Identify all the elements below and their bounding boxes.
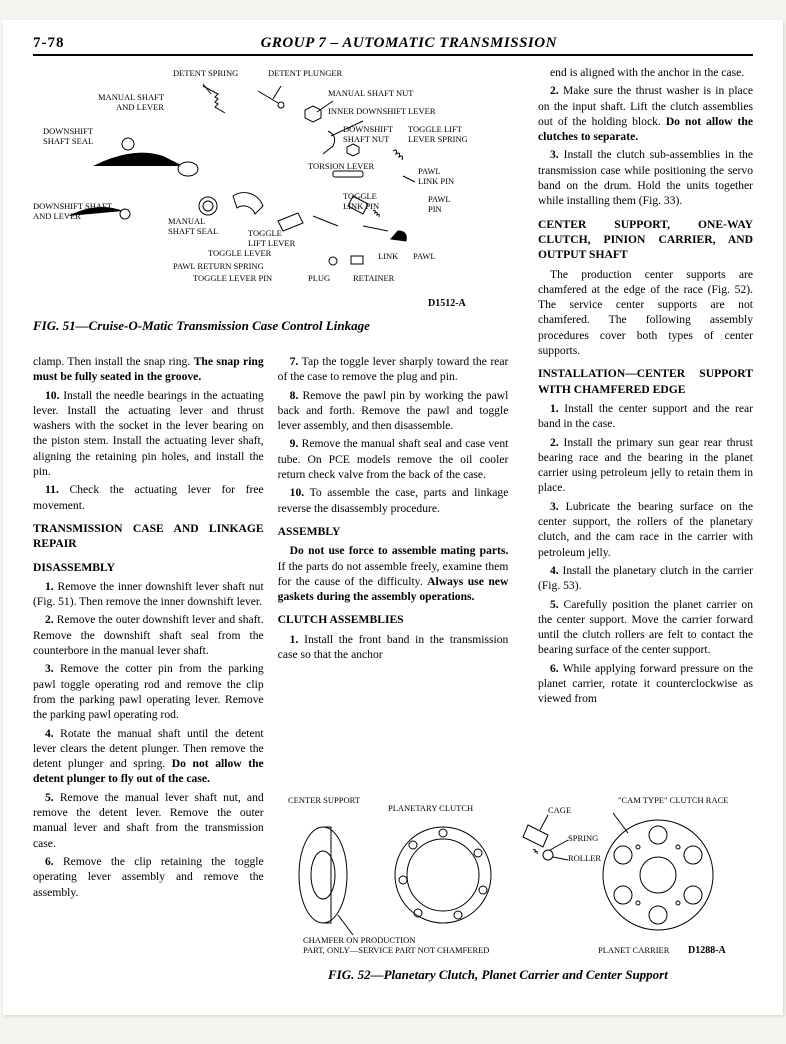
label-cage: CAGE — [548, 805, 571, 815]
column-1: clamp. Then install the snap ring. The s… — [33, 354, 264, 903]
c1-p4: 1. Remove the inner downshift lever shaf… — [33, 579, 264, 610]
tr-p4: The production center supports are chamf… — [538, 267, 753, 359]
label-detent-plunger: DETENT PLUNGER — [268, 68, 342, 78]
tr-p3: 3. Install the clutch sub-assemblies in … — [538, 147, 753, 208]
label-toggle-lever: TOGGLE LEVER — [208, 248, 271, 258]
label-manual-shaft-lever: MANUAL SHAFT AND LEVER — [98, 92, 164, 112]
label-plug: PLUG — [308, 273, 330, 283]
label-planet-carrier: PLANET CARRIER — [598, 945, 669, 955]
c1-p6: 3. Remove the cotter pin from the parkin… — [33, 661, 264, 722]
c2-p6: 1. Install the front band in the transmi… — [278, 632, 509, 663]
c1-h1: TRANSMISSION CASE AND LINKAGE REPAIR — [33, 521, 264, 552]
c2-h2: CLUTCH ASSEMBLIES — [278, 612, 509, 627]
label-link: LINK — [378, 251, 398, 261]
c2-p1: 7. Tap the toggle lever sharply toward t… — [278, 354, 509, 385]
tr-p10: 6. While applying forward pressure on th… — [538, 661, 753, 707]
c1-p7: 4. Rotate the manual shaft until the det… — [33, 726, 264, 787]
label-torsion-lever: TORSION LEVER — [308, 161, 374, 171]
tr-p6: 2. Install the primary sun gear rear thr… — [538, 435, 753, 496]
tr-p9: 5. Carefully position the planet carrier… — [538, 597, 753, 658]
label-detent-spring: DETENT SPRING — [173, 68, 238, 78]
c1-p2: 10. Install the needle bearings in the a… — [33, 388, 264, 480]
fig52-caption: FIG. 52—Planetary Clutch, Planet Carrier… — [328, 967, 668, 983]
label-toggle-lift-spring: TOGGLE LIFT LEVER SPRING — [408, 124, 468, 144]
tr-h1: CENTER SUPPORT, ONE-WAY CLUTCH, PINION C… — [538, 217, 753, 263]
label-roller: ROLLER — [568, 853, 601, 863]
c2-p2: 8. Remove the pawl pin by working the pa… — [278, 388, 509, 434]
label-spring: SPRING — [568, 833, 598, 843]
label-pawl-link-pin: PAWL LINK PIN — [418, 166, 454, 186]
c1-p8: 5. Remove the manual lever shaft nut, an… — [33, 790, 264, 851]
tr-p8: 4. Install the planetary clutch in the c… — [538, 563, 753, 594]
fig51-code: D1512-A — [428, 298, 466, 309]
fig51-caption: FIG. 51—Cruise-O-Matic Transmission Case… — [33, 318, 370, 334]
tr-p7: 3. Lubricate the bearing surface on the … — [538, 499, 753, 560]
label-chamfer-note: CHAMFER ON PRODUCTION PART, ONLY—SERVICE… — [303, 935, 489, 955]
c1-p1: clamp. Then install the snap ring. The s… — [33, 354, 264, 385]
tr-h2: INSTALLATION—CENTER SUPPORT WITH CHAMFER… — [538, 366, 753, 397]
label-manual-shaft-seal: MANUAL SHAFT SEAL — [168, 216, 218, 236]
c1-p5: 2. Remove the outer downshift lever and … — [33, 612, 264, 658]
label-cam-race: "CAM TYPE" CLUTCH RACE — [618, 795, 728, 805]
c1-p3: 11. Check the actuating lever for free m… — [33, 482, 264, 513]
tr-p1: end is aligned with the anchor in the ca… — [538, 65, 753, 80]
label-pawl-pin: PAWL PIN — [428, 194, 451, 214]
label-toggle-lift-lever: TOGGLE LIFT LEVER — [248, 228, 295, 248]
page: 7-78 GROUP 7 – AUTOMATIC TRANSMISSION — [3, 20, 783, 1015]
top-right-column: end is aligned with the anchor in the ca… — [538, 65, 753, 710]
label-inner-downshift: INNER DOWNSHIFT LEVER — [328, 106, 436, 116]
figure-52: CENTER SUPPORT PLANETARY CLUTCH CAGE SPR… — [268, 795, 738, 985]
label-toggle-link-pin: TOGGLE LINK PIN — [343, 191, 379, 211]
label-manual-shaft-nut: MANUAL SHAFT NUT — [328, 88, 413, 98]
label-downshift-shaft-nut: DOWNSHIFT SHAFT NUT — [343, 124, 393, 144]
label-retainer: RETAINER — [353, 273, 394, 283]
label-downshift-shaft-lever: DOWNSHIFT SHAFT AND LEVER — [33, 201, 112, 221]
c2-p3: 9. Remove the manual shaft seal and case… — [278, 436, 509, 482]
c1-h2: DISASSEMBLY — [33, 560, 264, 575]
label-pawl: PAWL — [413, 251, 436, 261]
group-title: GROUP 7 – AUTOMATIC TRANSMISSION — [65, 35, 754, 52]
c2-h1: ASSEMBLY — [278, 524, 509, 539]
c2-p4: 10. To assemble the case, parts and link… — [278, 485, 509, 516]
page-number: 7-78 — [33, 35, 65, 52]
label-center-support: CENTER SUPPORT — [288, 795, 360, 805]
tr-p2: 2. Make sure the thrust washer is in pla… — [538, 83, 753, 144]
label-planetary-clutch: PLANETARY CLUTCH — [388, 803, 473, 813]
c1-p9: 6. Remove the clip retaining the toggle … — [33, 854, 264, 900]
label-toggle-lever-pin: TOGGLE LEVER PIN — [193, 273, 272, 283]
label-pawl-return-spring: PAWL RETURN SPRING — [173, 261, 264, 271]
page-header: 7-78 GROUP 7 – AUTOMATIC TRANSMISSION — [33, 35, 753, 56]
label-downshift-seal: DOWNSHIFT SHAFT SEAL — [43, 126, 93, 146]
fig52-code: D1288-A — [688, 945, 726, 956]
c2-p5: Do not use force to assemble mating part… — [278, 543, 509, 604]
tr-p5: 1. Install the center support and the re… — [538, 401, 753, 432]
